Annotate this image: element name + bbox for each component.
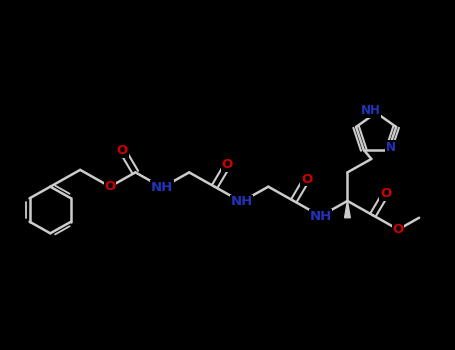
Polygon shape: [344, 201, 350, 218]
Text: NH: NH: [230, 195, 253, 208]
Text: O: O: [380, 187, 391, 200]
Text: O: O: [222, 158, 233, 172]
Text: O: O: [301, 173, 312, 186]
Text: NH: NH: [151, 181, 173, 194]
Text: O: O: [117, 144, 128, 157]
Text: O: O: [104, 180, 116, 193]
Text: O: O: [393, 223, 404, 236]
Text: NH: NH: [309, 210, 332, 223]
Text: N: N: [386, 141, 396, 154]
Text: NH: NH: [360, 104, 380, 117]
